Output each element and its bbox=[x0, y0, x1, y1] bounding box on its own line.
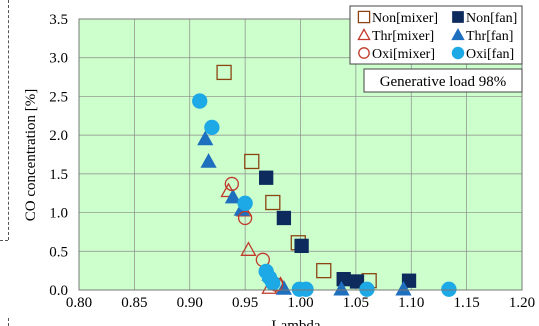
point-non-fan bbox=[336, 272, 351, 287]
annotation-text: Generative load 98% bbox=[380, 74, 507, 90]
y-tick-label: 3.0 bbox=[49, 51, 68, 67]
point-thr-fan bbox=[395, 280, 412, 296]
point-thr-fan bbox=[224, 188, 242, 204]
point-non-fan bbox=[349, 274, 365, 289]
x-tick-label: 0.95 bbox=[232, 295, 258, 311]
point-thr-fan bbox=[200, 153, 217, 168]
point-oxi-mixer bbox=[224, 176, 239, 192]
y-tick-label: 1.0 bbox=[49, 206, 68, 222]
point-non-mixer bbox=[216, 64, 232, 81]
x-tick-label: 1.20 bbox=[509, 295, 535, 311]
point-thr-fan bbox=[275, 280, 292, 295]
legend-label: Thr[mixer] bbox=[372, 29, 434, 44]
legend-label: Thr[fan] bbox=[466, 29, 513, 44]
y-tick-label: 0.5 bbox=[49, 244, 68, 260]
legend: Non[mixer] Non[fan] Thr[mixer] Thr[fan] Oxi[… bbox=[349, 5, 523, 65]
x-tick-label: 0.80 bbox=[66, 295, 92, 311]
point-oxi-mixer bbox=[237, 210, 253, 226]
point-oxi-fan bbox=[298, 281, 314, 297]
x-tick-label: 1.00 bbox=[287, 295, 313, 311]
point-thr-fan bbox=[197, 130, 214, 146]
point-thr-mixer bbox=[240, 241, 257, 256]
legend-frame bbox=[349, 5, 523, 65]
point-non-fan bbox=[276, 210, 292, 226]
legend-marker bbox=[357, 28, 371, 41]
point-oxi-fan bbox=[359, 281, 375, 297]
annotation-box: Generative load 98% bbox=[363, 68, 523, 93]
dashed-border-bottom bbox=[0, 240, 8, 241]
point-oxi-fan bbox=[265, 275, 281, 291]
point-non-mixer bbox=[316, 262, 332, 279]
dashed-border-bottom-tick bbox=[8, 318, 9, 326]
point-oxi-fan bbox=[441, 281, 457, 297]
x-tick-label: 0.85 bbox=[121, 295, 147, 311]
x-axis-label: Lambda bbox=[271, 318, 320, 326]
point-non-fan bbox=[294, 238, 309, 254]
point-oxi-fan bbox=[204, 119, 220, 136]
x-tick-label: 0.90 bbox=[177, 295, 203, 311]
legend-label: Non[fan] bbox=[466, 11, 517, 26]
legend-marker bbox=[358, 47, 370, 59]
x-tick-label: 1.05 bbox=[343, 295, 369, 311]
y-tick-label: 2.0 bbox=[49, 128, 68, 144]
x-tick-label: 1.10 bbox=[398, 295, 424, 311]
legend-marker bbox=[451, 46, 465, 60]
legend-marker bbox=[451, 28, 465, 41]
tick-labels: 0.80 0.85 0.90 0.95 1.00 1.05 1.10 1.15 1.20 0.0 0… bbox=[49, 12, 535, 311]
annotation-frame bbox=[363, 68, 523, 93]
y-tick-label: 0.0 bbox=[49, 283, 68, 299]
point-oxi-fan bbox=[237, 195, 253, 211]
point-oxi-fan bbox=[192, 93, 208, 109]
legend-label: Oxi[fan] bbox=[466, 47, 514, 62]
legend-label: Oxi[mixer] bbox=[372, 47, 435, 62]
y-axis-label: CO concentration [%] bbox=[23, 89, 39, 221]
data-marks bbox=[192, 64, 457, 297]
legend-marker bbox=[452, 11, 464, 23]
plot-border bbox=[78, 18, 523, 291]
point-non-mixer bbox=[265, 194, 281, 211]
dashed-border-left bbox=[8, 0, 9, 240]
y-tick-label: 2.5 bbox=[49, 89, 68, 105]
y-tick-label: 1.5 bbox=[49, 167, 68, 183]
point-non-fan bbox=[259, 170, 274, 185]
x-tick-label: 1.15 bbox=[454, 295, 480, 311]
point-thr-fan bbox=[333, 280, 350, 296]
point-non-fan bbox=[401, 273, 417, 288]
y-tick-label: 3.5 bbox=[49, 12, 68, 28]
point-non-mixer bbox=[244, 153, 260, 170]
legend-label: Non[mixer] bbox=[372, 11, 438, 26]
legend-marker bbox=[357, 10, 371, 24]
